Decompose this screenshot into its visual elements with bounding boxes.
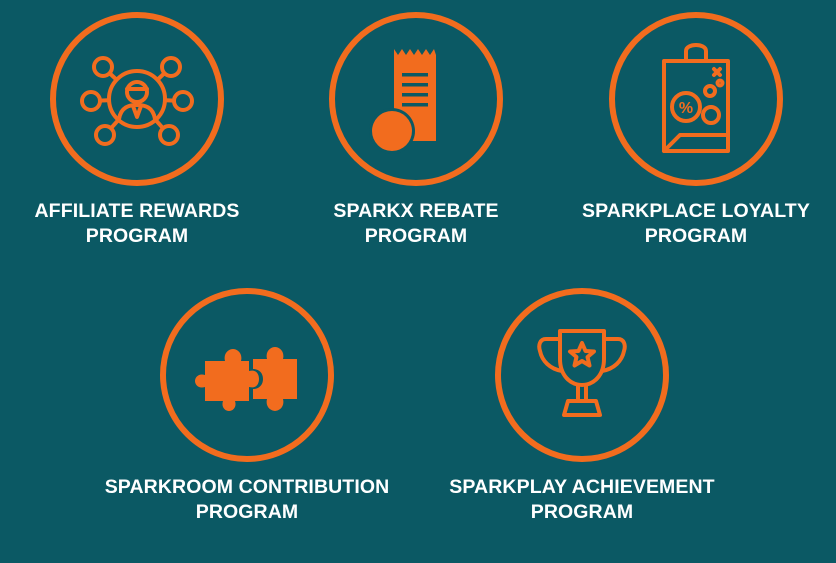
program-title: SPARKX REBATE (333, 200, 499, 222)
program-label: SPARKX REBATE PROGRAM (333, 199, 498, 249)
program-sparkplace-loyalty[interactable]: % SPARKPLACE LOYALTY PROGRAM (526, 12, 836, 249)
program-sparkroom-contribution[interactable]: SPARKROOM CONTRIBUTION PROGRAM (77, 288, 417, 525)
program-title: SPARKPLACE LOYALTY (582, 200, 810, 222)
program-badge[interactable] (329, 12, 503, 186)
program-title: SPARKROOM CONTRIBUTION (104, 476, 390, 498)
program-badge[interactable] (160, 288, 334, 462)
svg-text:%: % (679, 100, 693, 117)
receipt-coin-icon (369, 49, 436, 154)
program-title: SPARKPLAY ACHIEVEMENT (449, 476, 715, 498)
program-sparkplay-achievement[interactable]: SPARKPLAY ACHIEVEMENT PROGRAM (412, 288, 752, 525)
program-label: AFFILIATE REWARDS PROGRAM (35, 199, 240, 249)
program-badge[interactable] (495, 288, 669, 462)
shopping-bag-discount-icon: % (662, 43, 730, 153)
program-affiliate-rewards[interactable]: AFFILIATE REWARDS PROGRAM (0, 12, 307, 249)
network-person-icon (80, 56, 194, 146)
program-badge[interactable]: % (609, 12, 783, 186)
program-title: AFFILIATE REWARDS (34, 200, 240, 222)
program-label: SPARKPLACE LOYALTY PROGRAM (582, 199, 810, 249)
program-subtitle: PROGRAM (644, 225, 748, 247)
puzzle-pieces-icon (195, 347, 297, 411)
trophy-star-icon (537, 329, 627, 417)
program-label: SPARKPLAY ACHIEVEMENT PROGRAM (449, 475, 714, 525)
program-subtitle: PROGRAM (364, 225, 468, 247)
program-subtitle: PROGRAM (530, 501, 634, 523)
program-label: SPARKROOM CONTRIBUTION PROGRAM (105, 475, 390, 525)
program-subtitle: PROGRAM (85, 225, 189, 247)
program-subtitle: PROGRAM (195, 501, 299, 523)
program-badge[interactable] (50, 12, 224, 186)
program-sparkx-rebate[interactable]: SPARKX REBATE PROGRAM (246, 12, 586, 249)
